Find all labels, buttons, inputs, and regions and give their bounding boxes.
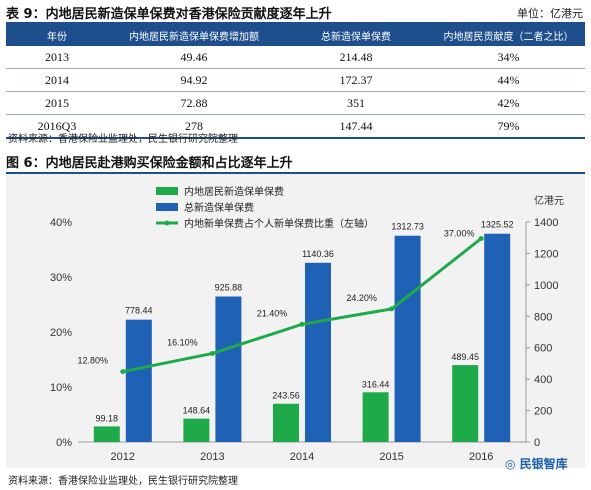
data-label-total: 1140.36: [302, 249, 334, 259]
right-tick-label: 1400: [534, 217, 558, 229]
table-cell: 351: [280, 91, 432, 115]
left-tick-label: 40%: [50, 217, 72, 229]
table-cell: 94.92: [108, 68, 280, 92]
logo-text: 民银智库: [519, 457, 568, 471]
data-label-total: 925.88: [215, 283, 243, 293]
x-tick-label: 2013: [200, 451, 224, 463]
data-table: 年份 内地居民新造保单保费增加额 总新造保单保费 内地居民贡献度（二者之比） 2…: [6, 24, 585, 139]
table-title: 表 9：内地居民新造保单保费对香港保险贡献度逐年上升: [6, 7, 332, 22]
data-label-mainland: 243.56: [272, 391, 300, 401]
right-tick-label: 1200: [534, 248, 558, 260]
figure-title: 图 6：内地居民赴港购买保险金额和占比逐年上升: [6, 156, 293, 171]
data-label-share: 24.20%: [346, 293, 377, 303]
table-unit: 单位：亿港元: [517, 7, 583, 20]
table-row: 2013 49.46 214.48 34%: [6, 46, 585, 69]
bar-mainland-premium: [273, 403, 299, 442]
x-tick-label: 2015: [379, 451, 403, 463]
x-tick-label: 2012: [111, 451, 135, 463]
column-header-contribution: 内地居民贡献度（二者之比）: [432, 24, 585, 46]
combo-chart: 0% 10% 20% 30% 40% 0 200 400 600 800 1000 1200 1400 亿…: [50, 185, 564, 463]
bar-mainland-premium: [362, 392, 389, 442]
legend-swatch-total: [156, 203, 178, 211]
column-header-mainland-increase: 内地居民新造保单保费增加额: [108, 24, 280, 46]
line-point: [299, 321, 305, 327]
table-title-bar: 表 9：内地居民新造保单保费对香港保险贡献度逐年上升 单位：亿港元: [6, 2, 585, 24]
data-label-total: 1325.52: [481, 220, 514, 230]
table-cell: 34%: [432, 46, 585, 69]
column-header-total-new-premium: 总新造保单保费: [280, 24, 432, 46]
bar-total-premium: [305, 262, 331, 442]
logo-icon: ◎: [505, 457, 516, 471]
data-label-share: 37.00%: [444, 229, 475, 239]
legend-label-total: 总新造保单保费: [184, 201, 254, 214]
bar-total-premium: [484, 233, 511, 442]
bar-mainland-premium: [183, 418, 210, 442]
table-header-row: 年份 内地居民新造保单保费增加额 总新造保单保费 内地居民贡献度（二者之比）: [6, 24, 585, 46]
x-tick-label: 2016: [469, 451, 493, 463]
right-tick-label: 600: [534, 343, 552, 355]
right-tick-label: 0: [534, 437, 540, 449]
table-cell: 2013: [6, 46, 108, 69]
figure-source-note: 资料来源：香港保险业监理处，民生银行研究院整理: [8, 476, 238, 487]
table-cell: 147.44: [280, 114, 432, 139]
data-label-share: 21.40%: [257, 308, 288, 318]
right-axis-unit: 亿港元: [534, 194, 564, 207]
table-cell: 278: [108, 114, 280, 139]
table-cell: 42%: [432, 91, 585, 115]
table-cell: 44%: [432, 68, 585, 92]
data-label-mainland: 489.45: [451, 352, 479, 362]
table-source-note: 资料来源：香港保险业监理处，民生银行研究院整理: [8, 134, 238, 145]
right-tick-label: 400: [534, 374, 552, 386]
bar-total-premium: [125, 319, 152, 442]
legend-label-mainland: 内地居民新造保单保费: [184, 185, 284, 198]
bar-total-premium: [394, 235, 421, 442]
table-cell: 2015: [6, 91, 108, 115]
left-tick-label: 20%: [50, 327, 72, 339]
brand-logo: ◎ 民银智库: [505, 455, 568, 472]
line-point: [209, 350, 215, 356]
chart-area: 0% 10% 20% 30% 40% 0 200 400 600 800 1000 1200 1400 亿…: [6, 174, 585, 468]
data-label-share: 12.80%: [78, 356, 109, 366]
table-cell: 172.37: [280, 68, 432, 92]
data-label-total: 1312.73: [391, 222, 424, 232]
table-row: 2015 72.88 351 42%: [6, 91, 585, 115]
left-tick-label: 0%: [56, 437, 72, 449]
line-point: [389, 306, 395, 312]
right-tick-label: 200: [534, 406, 552, 418]
left-tick-label: 30%: [50, 272, 72, 284]
data-label-share: 16.10%: [167, 337, 198, 347]
data-label-mainland: 316.44: [362, 379, 390, 389]
left-tick-label: 10%: [50, 382, 72, 394]
column-header-year: 年份: [6, 24, 108, 46]
legend-label-share: 内地新单保费占个人新单保费比重（左轴）: [184, 217, 374, 230]
table-row: 2016Q3 278 147.44 79%: [6, 114, 585, 139]
table-cell: 72.88: [108, 91, 280, 115]
right-tick-label: 800: [534, 311, 552, 323]
bar-mainland-premium: [452, 365, 479, 442]
table-row: 2014 94.92 172.37 44%: [6, 68, 585, 92]
bar-total-premium: [215, 296, 242, 442]
legend-marker-share: [164, 220, 170, 226]
line-point: [120, 369, 126, 375]
table-cell: 79%: [432, 114, 585, 139]
data-label-mainland: 99.18: [96, 413, 119, 423]
data-label-total: 778.44: [125, 306, 153, 316]
table-cell: 2016Q3: [6, 114, 108, 139]
figure-title-bar: 图 6：内地居民赴港购买保险金额和占比逐年上升: [6, 150, 585, 174]
bar-mainland-premium: [93, 426, 120, 442]
table-cell: 2014: [6, 68, 108, 92]
table-cell: 49.46: [108, 46, 280, 69]
right-tick-label: 1000: [534, 280, 558, 292]
data-label-mainland: 148.64: [183, 406, 211, 416]
table-cell: 214.48: [280, 46, 432, 69]
legend-swatch-mainland: [156, 187, 178, 195]
line-point: [478, 236, 484, 241]
x-tick-label: 2014: [290, 451, 314, 463]
